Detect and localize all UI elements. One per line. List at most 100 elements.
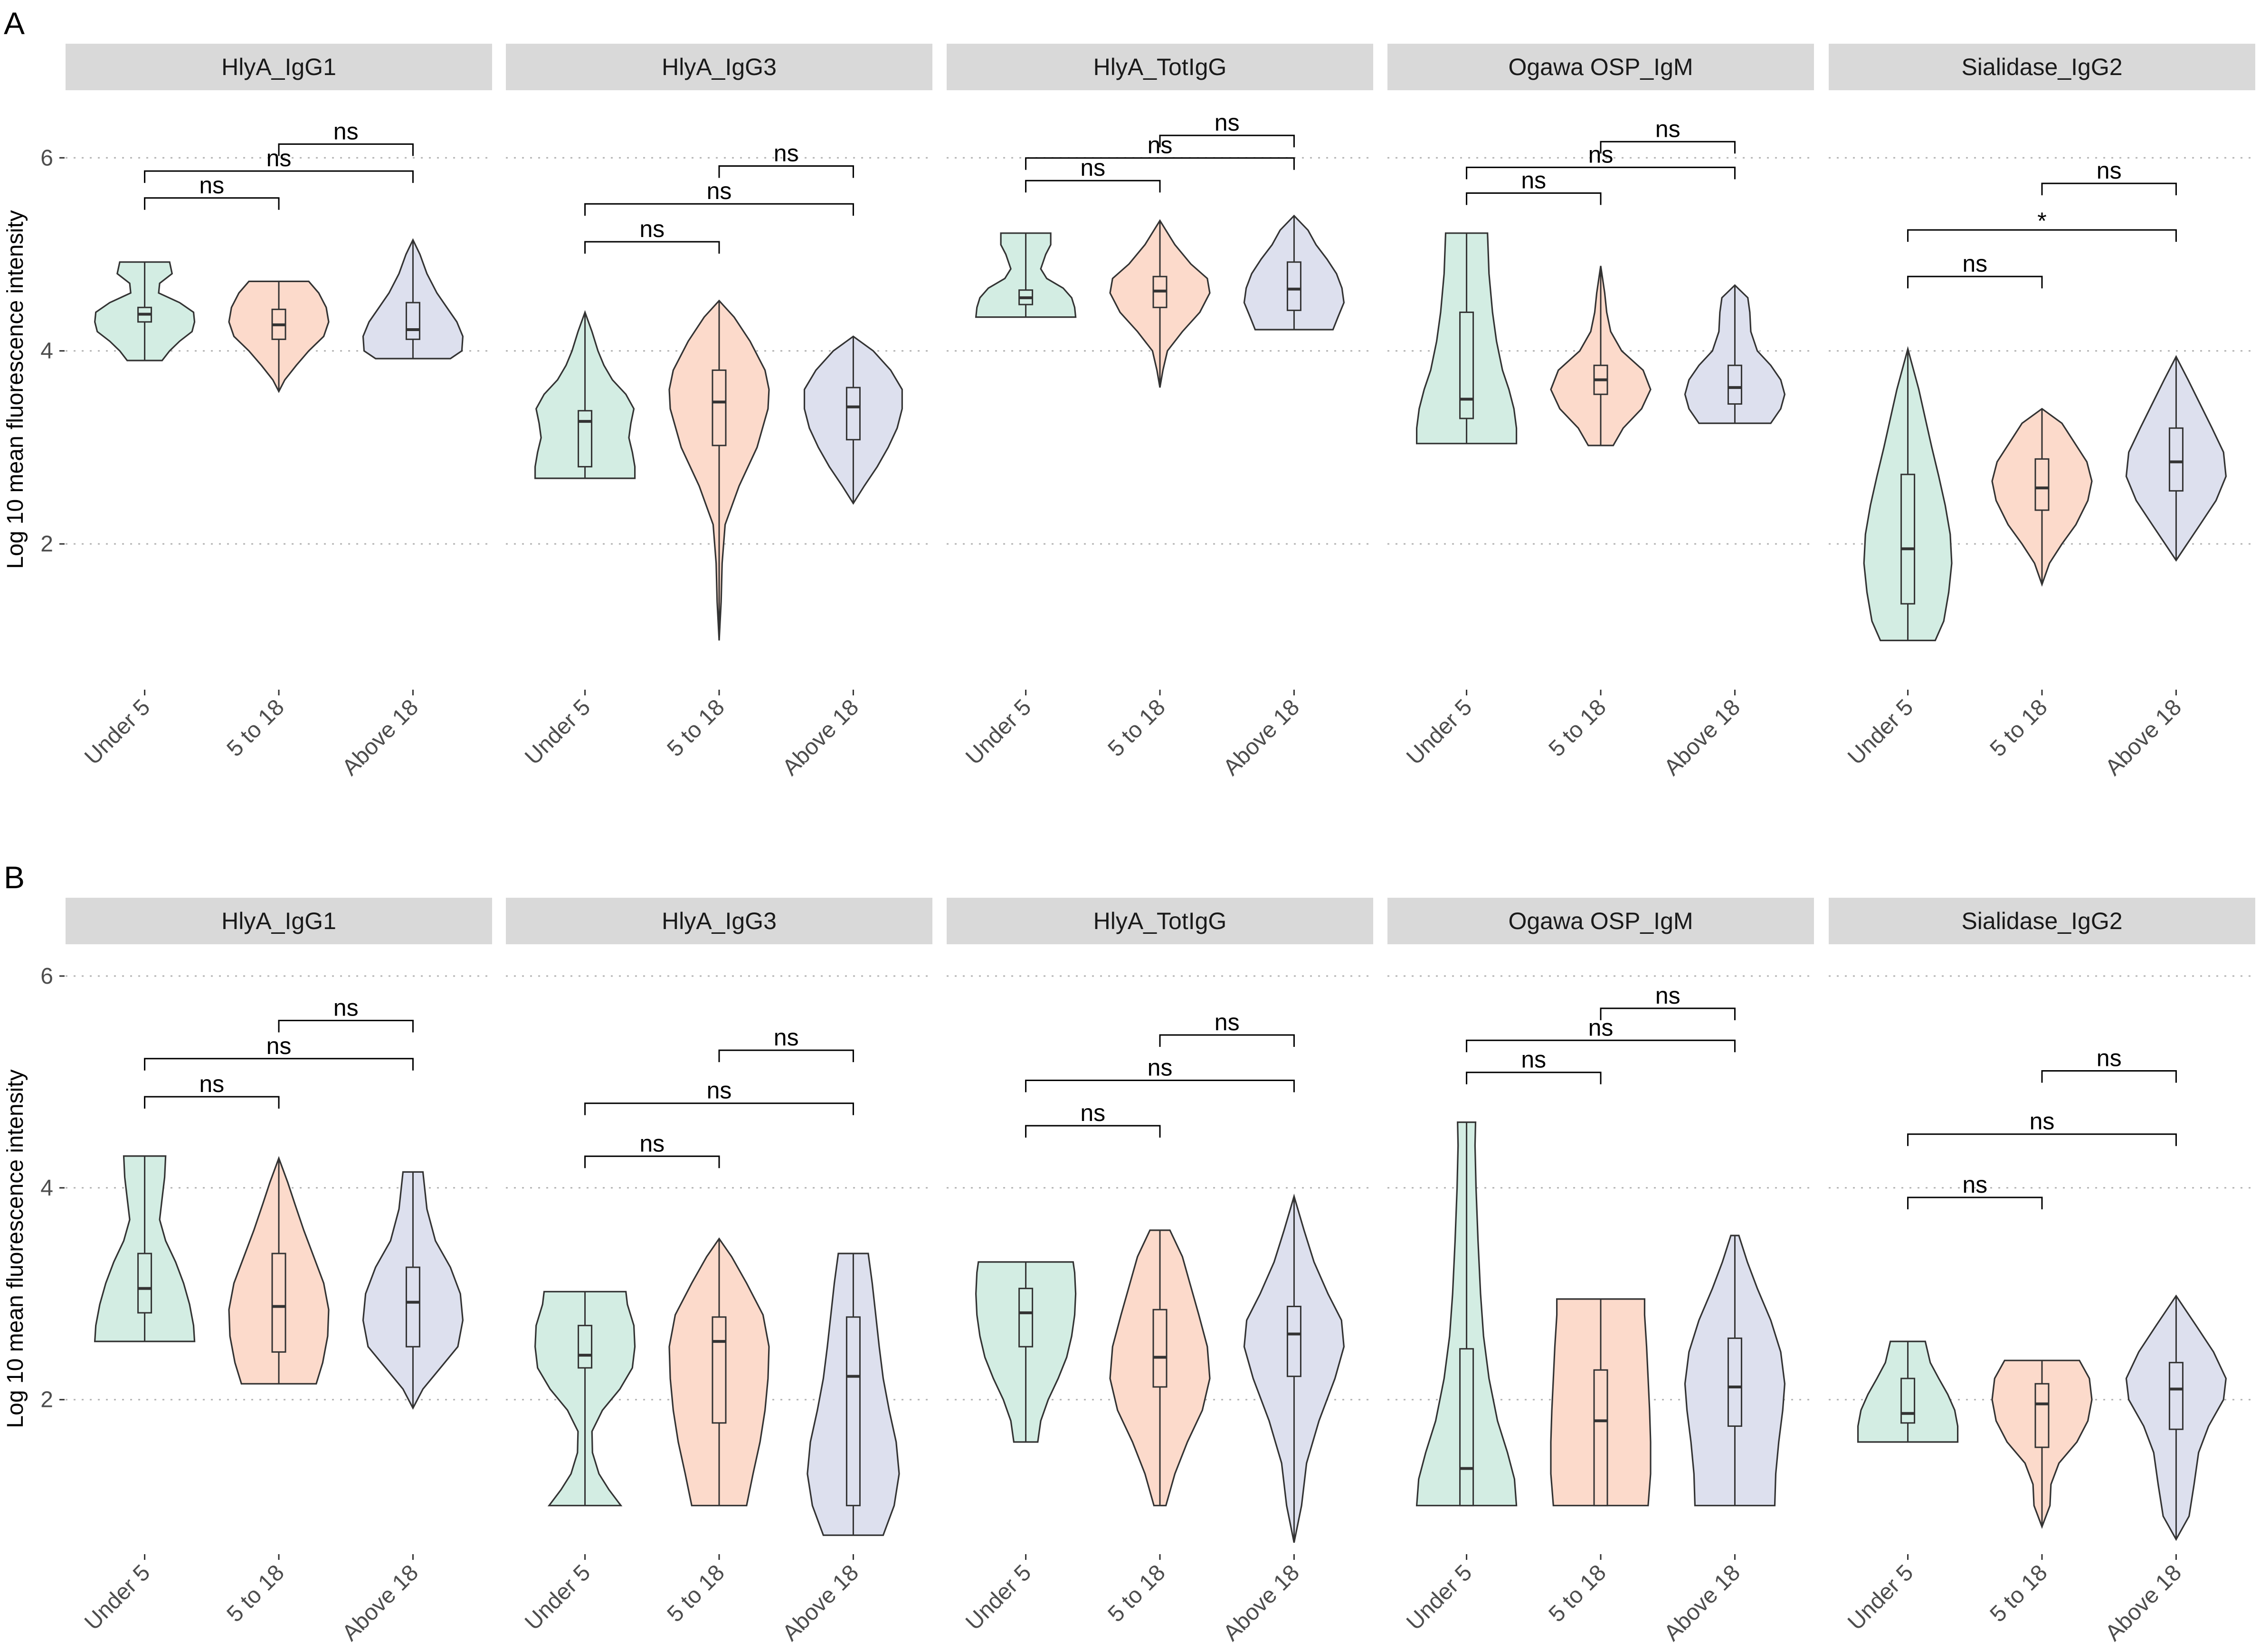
y-tick-label: 2 bbox=[40, 532, 53, 557]
significance-bracket bbox=[1907, 275, 2043, 289]
x-tick-label: 5 to 18 bbox=[222, 694, 289, 761]
box-iqr bbox=[1459, 1348, 1474, 1507]
facet-strip bbox=[506, 898, 932, 944]
box-iqr bbox=[1727, 364, 1742, 405]
box-iqr bbox=[1900, 1377, 1916, 1424]
significance-label: ns bbox=[1215, 109, 1240, 136]
x-tick-label: Above 18 bbox=[1659, 694, 1745, 780]
x-tick-label: Above 18 bbox=[778, 1560, 864, 1646]
facet-strip bbox=[1829, 898, 2255, 944]
significance-bracket bbox=[2041, 182, 2177, 196]
x-tick-label: Above 18 bbox=[778, 694, 864, 780]
x-tick-label: 5 to 18 bbox=[1544, 1560, 1611, 1627]
significance-label: ns bbox=[1080, 1100, 1105, 1126]
facet-title: Sialidase_IgG2 bbox=[1961, 54, 2122, 80]
significance-bracket bbox=[1025, 157, 1295, 170]
significance-label: ns bbox=[2030, 1108, 2055, 1135]
box-iqr bbox=[845, 1316, 861, 1507]
x-tick-label: Above 18 bbox=[2100, 1560, 2186, 1646]
x-tick-label: Under 5 bbox=[520, 1560, 595, 1635]
facet-strip bbox=[66, 898, 492, 944]
x-tick-label: Under 5 bbox=[961, 1560, 1036, 1635]
x-tick-label: Under 5 bbox=[1843, 694, 1918, 769]
facet-title: HlyA_TotIgG bbox=[1093, 908, 1227, 934]
box-iqr bbox=[405, 1266, 420, 1348]
x-tick-label: 5 to 18 bbox=[1103, 1560, 1170, 1627]
significance-bracket bbox=[144, 170, 414, 183]
facet-title: HlyA_IgG1 bbox=[221, 54, 336, 80]
significance-bracket bbox=[1466, 166, 1736, 180]
box-iqr bbox=[578, 410, 593, 468]
facet-title: Ogawa OSP_IgM bbox=[1508, 54, 1693, 80]
significance-bracket bbox=[1159, 1034, 1295, 1047]
x-tick-label: Under 5 bbox=[1402, 1560, 1477, 1635]
facet-strip bbox=[1829, 44, 2255, 90]
significance-bracket bbox=[278, 143, 414, 156]
significance-bracket bbox=[1907, 1133, 2177, 1146]
significance-label: ns bbox=[1655, 982, 1681, 1009]
significance-bracket bbox=[278, 1020, 414, 1033]
facet-strip bbox=[1387, 44, 1814, 90]
significance-bracket bbox=[1025, 1125, 1161, 1138]
x-tick-label: Above 18 bbox=[1659, 1560, 1745, 1646]
significance-label: ns bbox=[2097, 1044, 2122, 1071]
x-tick-label: 5 to 18 bbox=[222, 1560, 289, 1627]
significance-label: ns bbox=[1521, 1046, 1546, 1073]
facet-strip bbox=[506, 44, 932, 90]
significance-label: ns bbox=[199, 1071, 224, 1097]
significance-label: ns bbox=[639, 1130, 665, 1157]
significance-label: ns bbox=[1655, 115, 1681, 142]
panel-A: A Log 10 mean fluorescence intensity 2 4 6 Hl… bbox=[3, 6, 2255, 780]
y-tick-label: 4 bbox=[40, 339, 53, 364]
x-tick-label: Above 18 bbox=[337, 694, 423, 780]
panel-tag-B: B bbox=[4, 860, 25, 895]
significance-label: ns bbox=[774, 1024, 799, 1051]
box-iqr bbox=[1727, 1337, 1742, 1427]
significance-label: ns bbox=[1215, 1009, 1240, 1035]
box-iqr bbox=[2034, 1383, 2050, 1448]
significance-label: ns bbox=[774, 140, 799, 166]
box-iqr bbox=[1018, 1288, 1034, 1348]
x-tick-label: Above 18 bbox=[1218, 1560, 1304, 1646]
x-tick-label: Under 5 bbox=[80, 694, 155, 769]
x-tick-label: 5 to 18 bbox=[1985, 694, 2052, 761]
facet-title: HlyA_IgG3 bbox=[662, 54, 777, 80]
y-tick-label: 6 bbox=[40, 964, 53, 989]
panel-B: B Log 10 mean fluorescence intensity 2 4 6 Hl… bbox=[3, 860, 2255, 1646]
significance-label: ns bbox=[1148, 1054, 1173, 1081]
significance-label: ns bbox=[266, 1033, 292, 1059]
y-tick-label: 4 bbox=[40, 1176, 53, 1201]
x-tick-label: Above 18 bbox=[2100, 694, 2186, 780]
facet-title: Sialidase_IgG2 bbox=[1961, 908, 2122, 934]
significance-label: ns bbox=[2097, 157, 2122, 184]
x-tick-label: 5 to 18 bbox=[1103, 694, 1170, 761]
facet-title: HlyA_TotIgG bbox=[1093, 54, 1227, 80]
significance-bracket bbox=[584, 1155, 720, 1168]
significance-bracket bbox=[1025, 1080, 1295, 1092]
box-iqr bbox=[2034, 458, 2050, 511]
significance-bracket bbox=[1159, 134, 1295, 148]
significance-label: ns bbox=[333, 995, 359, 1021]
box-iqr bbox=[1900, 474, 1916, 605]
facet-title: Ogawa OSP_IgM bbox=[1508, 908, 1693, 934]
significance-label: ns bbox=[1962, 250, 1987, 277]
box-iqr bbox=[1593, 1369, 1608, 1507]
significance-bracket bbox=[584, 241, 720, 254]
box-iqr bbox=[1286, 1306, 1301, 1377]
significance-bracket bbox=[584, 1102, 854, 1115]
significance-bracket bbox=[1466, 1039, 1736, 1053]
significance-bracket bbox=[584, 203, 854, 216]
significance-bracket bbox=[718, 1049, 854, 1063]
significance-bracket bbox=[1600, 141, 1736, 154]
box-iqr bbox=[137, 1253, 152, 1314]
x-tick-label: 5 to 18 bbox=[1544, 694, 1611, 761]
significance-label: * bbox=[2037, 208, 2046, 234]
significance-bracket bbox=[1025, 180, 1161, 193]
box-iqr bbox=[712, 369, 727, 446]
